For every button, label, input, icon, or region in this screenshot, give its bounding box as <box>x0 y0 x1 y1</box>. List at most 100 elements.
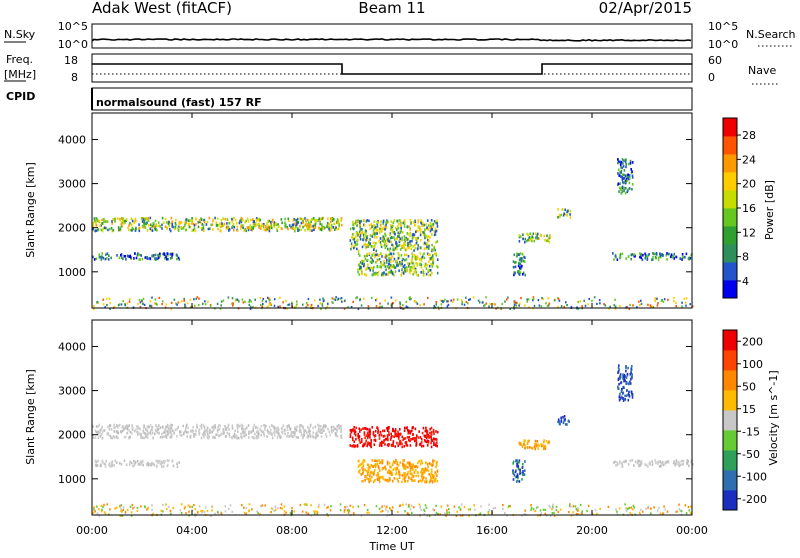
echo-cell <box>478 301 481 304</box>
echo-cell <box>310 225 313 228</box>
echo-cell <box>248 509 250 512</box>
echo-cell <box>621 175 623 179</box>
echo-cell <box>631 392 633 396</box>
echo-cell <box>321 223 323 226</box>
echo-cell <box>632 253 635 257</box>
echo-cell <box>101 508 103 511</box>
echo-cell <box>667 298 669 301</box>
echo-cell <box>362 464 365 467</box>
echo-cell <box>301 510 304 513</box>
echo-cell <box>403 467 405 470</box>
echo-cell <box>256 223 258 226</box>
echo-cell <box>216 223 218 227</box>
echo-cell <box>358 438 361 442</box>
echo-cell <box>192 426 194 429</box>
echo-cell <box>283 505 286 508</box>
echo-cell <box>515 260 517 264</box>
echo-cell <box>522 271 525 275</box>
echo-cell <box>586 509 588 513</box>
echo-cell <box>211 426 214 429</box>
echo-cell <box>135 256 138 260</box>
echo-cell <box>413 264 415 268</box>
echo-cell <box>103 429 106 432</box>
echo-cell <box>569 213 571 216</box>
echo-cell <box>389 252 392 256</box>
echo-cell <box>620 163 622 167</box>
echo-cell <box>420 444 423 448</box>
echo-cell <box>174 225 177 229</box>
echo-cell <box>382 227 384 230</box>
echo-cell <box>308 227 310 230</box>
echo-cell <box>416 273 418 277</box>
echo-cell <box>190 429 192 433</box>
echo-cell <box>269 303 272 306</box>
echo-cell <box>438 307 440 310</box>
echo-cell <box>352 236 354 240</box>
y-tick-label: 4000 <box>58 133 86 146</box>
echo-cell <box>177 229 180 232</box>
echo-cell <box>221 222 223 225</box>
echo-cell <box>224 218 227 221</box>
colorbar-tick-label: -100 <box>742 470 767 483</box>
echo-cell <box>633 506 635 509</box>
echo-cell <box>516 252 518 255</box>
echo-cell <box>434 438 436 441</box>
echo-cell <box>416 434 418 437</box>
echo-cell <box>523 440 525 444</box>
echo-cell <box>152 512 154 515</box>
echo-cell <box>100 510 103 513</box>
echo-cell <box>528 439 530 443</box>
echo-cell <box>609 305 611 308</box>
echo-cell <box>231 424 234 428</box>
program-label: normalsound (fast) 157 RF <box>96 96 262 109</box>
echo-cell <box>305 218 307 222</box>
echo-cell <box>220 225 223 228</box>
echo-cell <box>141 224 144 228</box>
echo-cell <box>131 426 134 430</box>
echo-cell <box>528 446 531 449</box>
echo-cell <box>364 442 367 445</box>
echo-cell <box>434 471 437 474</box>
echo-cell <box>149 257 151 260</box>
echo-cell <box>446 513 449 516</box>
echo-cell <box>560 418 563 422</box>
echo-cell <box>433 441 435 444</box>
echo-cell <box>111 436 113 440</box>
echo-cell <box>532 296 535 299</box>
echo-cell <box>275 222 277 225</box>
echo-cell <box>183 297 185 300</box>
echo-cell <box>524 256 526 259</box>
echo-cell <box>519 472 521 476</box>
echo-cell <box>156 229 158 232</box>
echo-cell <box>420 265 423 269</box>
echo-cell <box>150 225 153 228</box>
echo-cell <box>386 462 389 466</box>
echo-cell <box>626 372 629 376</box>
echo-cell <box>128 255 131 258</box>
echo-cell <box>630 390 633 394</box>
echo-cell <box>157 461 159 464</box>
echo-cell <box>389 233 391 237</box>
echo-cell <box>236 425 239 428</box>
echo-cell <box>681 258 683 261</box>
echo-cell <box>615 255 617 259</box>
echo-cell <box>378 507 381 510</box>
echo-cell <box>365 427 367 430</box>
echo-cell <box>398 234 400 237</box>
echo-cell <box>159 252 161 256</box>
echo-cell <box>175 218 177 222</box>
echo-cell <box>207 436 209 440</box>
echo-cell <box>151 426 153 429</box>
echo-cell <box>361 479 363 483</box>
echo-cell <box>169 257 172 260</box>
echo-cell <box>655 461 657 465</box>
echo-cell <box>163 435 165 438</box>
echo-cell <box>373 246 375 249</box>
echo-cell <box>624 460 627 463</box>
echo-cell <box>397 244 399 248</box>
echo-cell <box>204 433 206 436</box>
echo-cell <box>337 227 340 230</box>
echo-cell <box>630 369 632 372</box>
echo-cell <box>122 506 125 509</box>
